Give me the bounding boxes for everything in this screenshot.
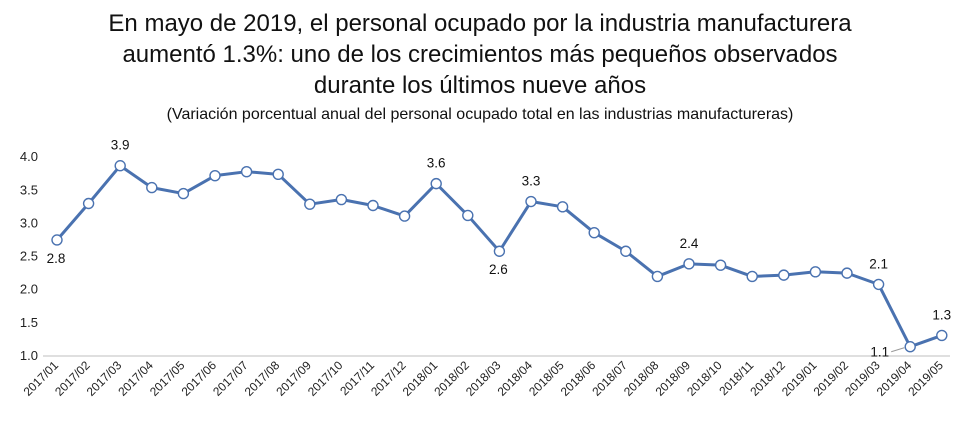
chart-title-line-3: durante los últimos nueve años: [313, 72, 647, 99]
data-label: 1.1: [870, 345, 889, 360]
x-tick-label: 2017/10: [305, 358, 346, 399]
data-point: [82, 197, 95, 210]
data-label: 3.6: [427, 156, 446, 171]
data-label-leader: [891, 347, 905, 353]
data-point: [240, 165, 253, 178]
y-tick-label: 1.5: [20, 315, 38, 330]
data-point: [146, 181, 158, 194]
data-point: [746, 270, 758, 283]
data-point: [335, 193, 348, 206]
y-tick-label: 2.0: [20, 282, 38, 297]
data-point: [809, 266, 822, 278]
data-label: 3.9: [111, 138, 130, 153]
data-label: 2.1: [869, 256, 888, 271]
data-point: [841, 267, 853, 279]
y-tick-label: 3.5: [20, 182, 38, 197]
data-point: [525, 195, 537, 208]
data-label: 1.3: [932, 307, 951, 322]
data-point: [620, 245, 632, 257]
x-tick-label: 2019/05: [905, 358, 946, 399]
data-point: [272, 168, 284, 181]
chart-title-line-1: En mayo de 2019, el personal ocupado por…: [108, 10, 852, 37]
data-label: 2.8: [47, 251, 66, 266]
data-point: [778, 269, 790, 281]
data-point: [177, 187, 190, 200]
data-point: [683, 258, 695, 270]
data-label: 3.3: [522, 174, 541, 189]
data-label: 2.6: [489, 262, 508, 277]
data-point: [51, 234, 63, 246]
chart-title-line-2: aumentó 1.3%: uno de los crecimientos má…: [122, 41, 838, 68]
data-label: 2.4: [680, 236, 699, 251]
data-point: [462, 209, 474, 222]
data-point: [398, 210, 411, 222]
data-point: [904, 341, 916, 353]
data-point: [367, 199, 379, 212]
y-tick-label: 4.0: [20, 149, 38, 164]
data-point: [872, 278, 885, 291]
y-tick-label: 1.0: [20, 348, 38, 363]
data-point: [493, 245, 506, 257]
chart-subtitle: (Variación porcentual anual del personal…: [166, 106, 794, 123]
data-point: [714, 259, 727, 271]
data-point: [304, 198, 316, 210]
data-point: [588, 226, 600, 239]
data-point: [114, 160, 126, 172]
data-point: [430, 177, 442, 190]
y-tick-label: 3.0: [20, 215, 38, 230]
data-point: [651, 270, 664, 283]
x-tick-label: 2018/10: [684, 358, 725, 399]
y-tick-label: 2.5: [20, 249, 38, 264]
data-point: [209, 169, 221, 182]
data-point: [936, 329, 948, 342]
data-point: [556, 201, 569, 213]
